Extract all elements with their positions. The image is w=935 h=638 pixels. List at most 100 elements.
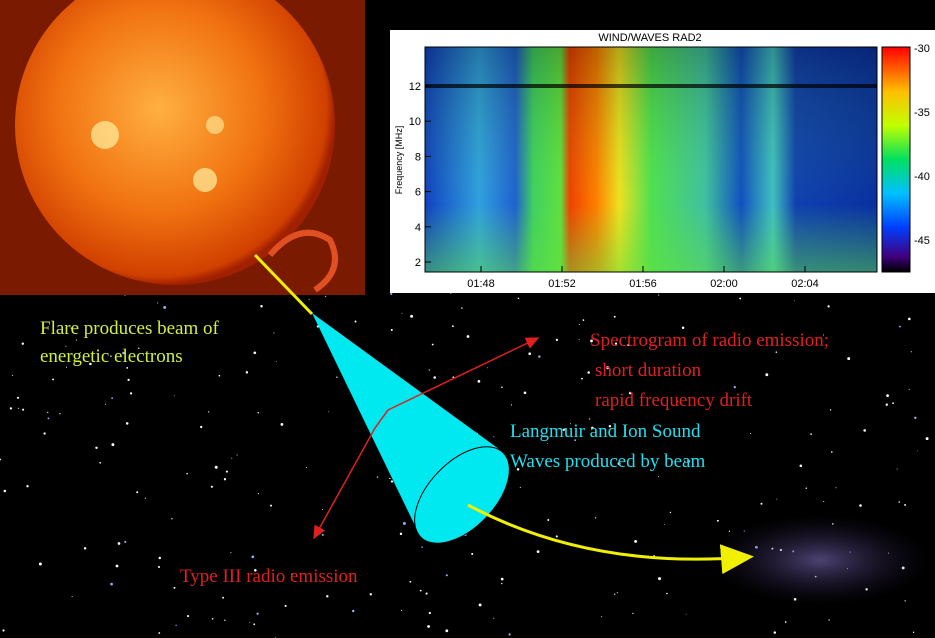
- spectrogram-title: WIND/WAVES RAD2: [598, 32, 701, 44]
- star: [913, 632, 914, 633]
- star: [682, 327, 685, 330]
- colorbar-tick-label: -45: [914, 235, 930, 247]
- star: [39, 563, 42, 566]
- star: [224, 620, 225, 621]
- star: [836, 487, 837, 488]
- star: [226, 471, 228, 473]
- star: [467, 335, 470, 338]
- slide: WIND/WAVES RAD2 Frequency [MHz] 24681012…: [0, 0, 935, 638]
- star: [520, 487, 521, 488]
- annotation: Langmuir and Ion Sound: [510, 421, 701, 442]
- star: [17, 397, 19, 399]
- annotation: Spectrogram of radio emission;: [590, 330, 829, 351]
- star: [926, 437, 929, 440]
- star: [429, 369, 430, 370]
- star: [452, 325, 454, 327]
- star: [421, 546, 423, 548]
- star: [899, 326, 901, 328]
- annotation: Flare produces beam of: [40, 318, 220, 339]
- data-gap: [425, 84, 877, 88]
- star: [18, 408, 19, 409]
- star: [260, 305, 262, 307]
- star: [258, 493, 259, 494]
- star: [174, 395, 175, 396]
- star: [761, 503, 763, 505]
- star: [111, 443, 114, 446]
- star: [828, 619, 830, 621]
- star: [322, 509, 323, 510]
- star: [859, 504, 862, 507]
- x-tick-label: 02:00: [710, 278, 738, 290]
- star: [76, 340, 77, 341]
- star: [509, 633, 511, 635]
- star: [471, 553, 473, 555]
- star: [219, 375, 221, 377]
- star: [186, 473, 188, 475]
- star: [528, 352, 531, 355]
- star: [163, 306, 166, 309]
- star: [601, 616, 602, 617]
- star: [355, 321, 357, 323]
- star: [401, 610, 402, 611]
- star: [175, 625, 176, 626]
- star: [556, 339, 558, 341]
- star: [47, 412, 49, 414]
- colorbar: [882, 47, 910, 272]
- star: [52, 378, 54, 380]
- star: [231, 458, 232, 459]
- star: [4, 490, 7, 493]
- star: [823, 501, 824, 502]
- colorbar-tick-label: -40: [914, 171, 930, 183]
- star: [774, 631, 776, 633]
- star: [253, 623, 255, 625]
- star: [776, 351, 778, 353]
- star: [257, 613, 259, 615]
- star: [914, 417, 916, 419]
- star: [84, 547, 86, 549]
- star: [614, 593, 615, 594]
- star: [617, 592, 618, 593]
- star: [403, 522, 406, 525]
- star: [426, 593, 428, 595]
- star: [863, 429, 866, 432]
- annotation: Waves produced by beam: [510, 451, 705, 472]
- star: [892, 402, 894, 404]
- star: [581, 378, 583, 380]
- active-region: [206, 116, 224, 134]
- star: [257, 412, 259, 414]
- annotation: rapid frequency drift: [595, 390, 753, 411]
- star: [10, 407, 12, 409]
- star: [908, 318, 911, 321]
- star: [433, 376, 436, 379]
- star: [827, 305, 829, 307]
- star: [461, 307, 462, 308]
- star: [237, 455, 238, 456]
- star: [116, 565, 119, 568]
- star: [614, 316, 616, 318]
- star: [493, 436, 494, 437]
- star: [410, 315, 413, 318]
- star: [336, 377, 337, 378]
- star: [579, 324, 580, 325]
- y-tick-label: 12: [409, 81, 421, 93]
- star: [391, 329, 393, 331]
- star: [174, 587, 176, 589]
- star: [43, 432, 45, 434]
- star: [322, 534, 324, 536]
- star: [391, 480, 393, 482]
- star: [270, 505, 272, 507]
- star: [370, 593, 372, 595]
- star: [664, 524, 665, 525]
- star: [501, 386, 503, 388]
- emission-arrow: [388, 338, 538, 410]
- star: [445, 629, 448, 632]
- star: [524, 392, 527, 395]
- star: [547, 443, 548, 444]
- star: [12, 375, 13, 376]
- star: [328, 411, 329, 412]
- star: [427, 625, 430, 628]
- star: [130, 392, 132, 394]
- star: [556, 535, 558, 537]
- star: [249, 622, 250, 623]
- star: [686, 614, 687, 615]
